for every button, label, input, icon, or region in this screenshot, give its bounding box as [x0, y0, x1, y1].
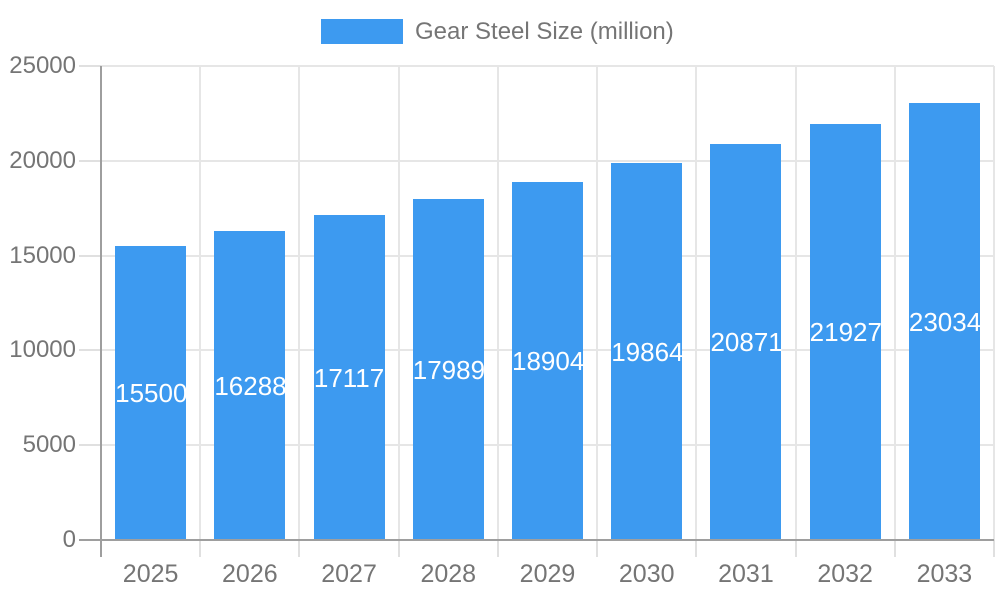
- bar-2030[interactable]: 19864: [611, 163, 684, 540]
- x-axis-label: 2028: [420, 560, 477, 588]
- bar-value-label: 21927: [809, 317, 882, 347]
- bar-value-label: 17989: [412, 354, 486, 385]
- x-axis-label: 2026: [222, 560, 278, 588]
- gridline-vertical: [298, 66, 301, 540]
- x-axis-label: 2027: [321, 560, 377, 588]
- bar-value-label: 15500: [115, 378, 188, 408]
- gridline-horizontal: [101, 159, 994, 162]
- y-axis-tick: [79, 349, 101, 352]
- x-axis-tick: [695, 540, 698, 557]
- bar-2027[interactable]: 17117: [313, 215, 385, 540]
- y-axis-tick: [79, 159, 101, 162]
- bar-value-label: 17117: [313, 362, 385, 393]
- gridline-vertical: [893, 66, 896, 540]
- x-axis-tick: [893, 540, 896, 557]
- x-axis-tick: [298, 540, 301, 557]
- legend: Gear Steel Size (million): [321, 19, 674, 44]
- x-axis-tick: [397, 540, 400, 557]
- bar-2029[interactable]: 18904: [512, 182, 585, 540]
- bar-value-label: 19864: [611, 336, 684, 367]
- y-axis-label: 10000: [9, 336, 76, 364]
- bar-value-label: 18904: [512, 346, 585, 376]
- y-axis-tick: [79, 444, 101, 447]
- x-axis-line: [79, 539, 994, 541]
- gridline-vertical: [496, 66, 499, 540]
- gridline-vertical: [397, 66, 400, 540]
- bar-2028[interactable]: 17989: [412, 199, 486, 540]
- y-axis-label: 5000: [22, 431, 76, 459]
- y-axis-line: [100, 66, 102, 557]
- bar-2033[interactable]: 23034: [908, 103, 982, 540]
- bar-2031[interactable]: 20871: [710, 144, 783, 540]
- bar-2025[interactable]: 15500: [115, 246, 188, 540]
- y-axis-label: 15000: [9, 241, 76, 269]
- x-axis-label: 2033: [916, 560, 973, 588]
- gridline-vertical: [199, 66, 202, 540]
- x-axis-label: 2032: [817, 560, 873, 588]
- gridline-vertical: [596, 66, 599, 540]
- y-axis-label: 0: [62, 526, 76, 553]
- x-axis-tick: [496, 540, 499, 557]
- gridline-vertical: [993, 66, 995, 540]
- legend-swatch: [321, 19, 403, 44]
- gridline-vertical: [794, 66, 797, 540]
- x-axis-label: 2031: [718, 560, 774, 588]
- y-axis-label: 20000: [9, 146, 76, 174]
- y-axis-label: 25000: [9, 52, 76, 79]
- y-axis-tick: [79, 254, 101, 257]
- x-axis-label: 2030: [618, 560, 675, 588]
- bar-2026[interactable]: 16288: [214, 231, 287, 540]
- gridline-vertical: [695, 66, 698, 540]
- x-axis-label: 2025: [122, 560, 179, 588]
- bar-value-label: 16288: [214, 370, 287, 401]
- x-axis-tick: [596, 540, 599, 557]
- x-axis-tick: [199, 540, 202, 557]
- y-axis-tick: [79, 65, 101, 67]
- bar-value-label: 20871: [710, 327, 783, 357]
- bar-value-label: 23034: [908, 306, 982, 337]
- x-axis-label: 2029: [519, 560, 576, 588]
- x-axis-tick: [993, 540, 995, 557]
- x-axis-tick: [794, 540, 797, 557]
- legend-label: Gear Steel Size (million): [415, 18, 674, 45]
- bar-2032[interactable]: 21927: [809, 124, 882, 540]
- gridline-horizontal: [101, 65, 994, 67]
